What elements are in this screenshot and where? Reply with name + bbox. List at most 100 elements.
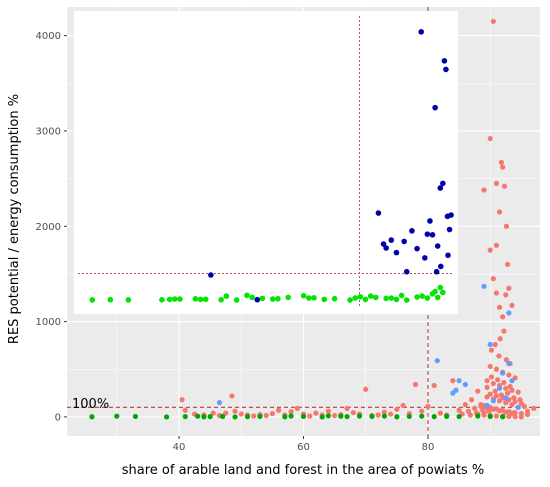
data-point: [507, 383, 513, 390]
inset-data-point: [393, 249, 400, 256]
data-point: [400, 402, 406, 409]
data-point: [313, 410, 319, 416]
data-point: [493, 366, 500, 372]
data-point: [444, 413, 450, 419]
data-point: [488, 374, 495, 380]
data-point: [431, 414, 437, 420]
inset-data-point: [409, 228, 415, 234]
data-point: [487, 341, 493, 348]
data-point: [500, 414, 506, 420]
data-point: [486, 408, 492, 414]
data-point: [490, 18, 496, 24]
data-point: [319, 414, 325, 420]
data-point: [475, 388, 481, 394]
inset-data-point: [197, 296, 204, 303]
data-point: [496, 209, 503, 215]
data-point: [207, 414, 213, 420]
inset-data-point: [311, 294, 317, 301]
data-point: [182, 407, 188, 413]
data-point: [492, 388, 498, 394]
inset-data-point: [388, 295, 395, 301]
data-point: [503, 385, 509, 391]
inset-chart: [74, 11, 458, 314]
data-point: [210, 410, 216, 416]
data-point: [481, 412, 487, 418]
data-point: [503, 409, 509, 415]
data-point: [412, 381, 419, 388]
data-point: [375, 412, 381, 418]
data-point: [488, 347, 495, 353]
data-point: [456, 407, 462, 413]
data-point: [503, 223, 509, 229]
main-points: [89, 18, 537, 420]
inset-data-point: [166, 296, 173, 303]
data-point: [484, 378, 490, 384]
data-point: [490, 380, 496, 387]
y-tick-label: 4000: [36, 31, 61, 42]
data-point: [114, 413, 120, 419]
data-point: [132, 413, 139, 420]
y-tick-label: 3000: [36, 126, 61, 137]
data-point: [338, 413, 344, 419]
inset-data-point: [429, 232, 436, 238]
data-point: [493, 242, 500, 248]
inset-frame: [74, 11, 458, 314]
data-point: [481, 283, 487, 289]
inset-data-point: [223, 293, 230, 299]
data-point: [467, 412, 473, 418]
data-point: [496, 304, 503, 310]
data-point: [163, 414, 170, 420]
data-point: [325, 408, 331, 414]
data-point: [232, 408, 238, 414]
inset-data-point: [331, 295, 338, 302]
data-point: [515, 404, 521, 410]
data-point: [300, 413, 307, 420]
inset-data-point: [202, 296, 209, 303]
inset-data-point: [192, 296, 199, 302]
data-point: [521, 403, 528, 410]
data-point: [515, 389, 521, 395]
data-point: [363, 386, 369, 392]
inset-data-point: [383, 245, 389, 251]
inset-data-point: [437, 263, 444, 270]
inset-data-point: [398, 292, 405, 299]
inset-points: [89, 29, 454, 303]
data-point: [481, 187, 487, 193]
data-point: [216, 400, 223, 406]
inset-data-point: [403, 297, 410, 303]
data-point: [501, 183, 508, 189]
inset-data-point: [171, 296, 178, 302]
inset-data-point: [401, 238, 407, 245]
data-point: [500, 164, 506, 170]
data-point: [493, 290, 500, 296]
data-point: [276, 407, 282, 413]
data-point: [531, 405, 537, 411]
inset-data-point: [433, 268, 440, 275]
inset-data-point: [403, 268, 410, 275]
inset-data-point: [388, 237, 395, 243]
inset-data-point: [275, 295, 281, 302]
data-point: [503, 395, 509, 401]
data-point: [223, 410, 229, 416]
data-point: [503, 357, 509, 363]
data-point: [498, 392, 505, 398]
inset-data-point: [218, 296, 224, 303]
inset-data-point: [414, 245, 420, 252]
data-point: [511, 395, 517, 401]
data-point: [195, 413, 201, 419]
data-point: [179, 397, 185, 403]
data-point: [509, 302, 515, 308]
data-point: [500, 314, 506, 320]
data-point: [493, 180, 500, 186]
data-point: [505, 390, 511, 396]
y-tick-label: 1000: [36, 317, 61, 328]
data-point: [394, 414, 400, 420]
inset-data-point: [419, 293, 426, 299]
data-point: [496, 385, 503, 391]
data-point: [517, 397, 523, 403]
data-point: [496, 398, 503, 404]
data-point: [456, 413, 462, 420]
x-axis-ticks: 40 60 80: [173, 436, 434, 453]
data-point: [394, 406, 400, 412]
